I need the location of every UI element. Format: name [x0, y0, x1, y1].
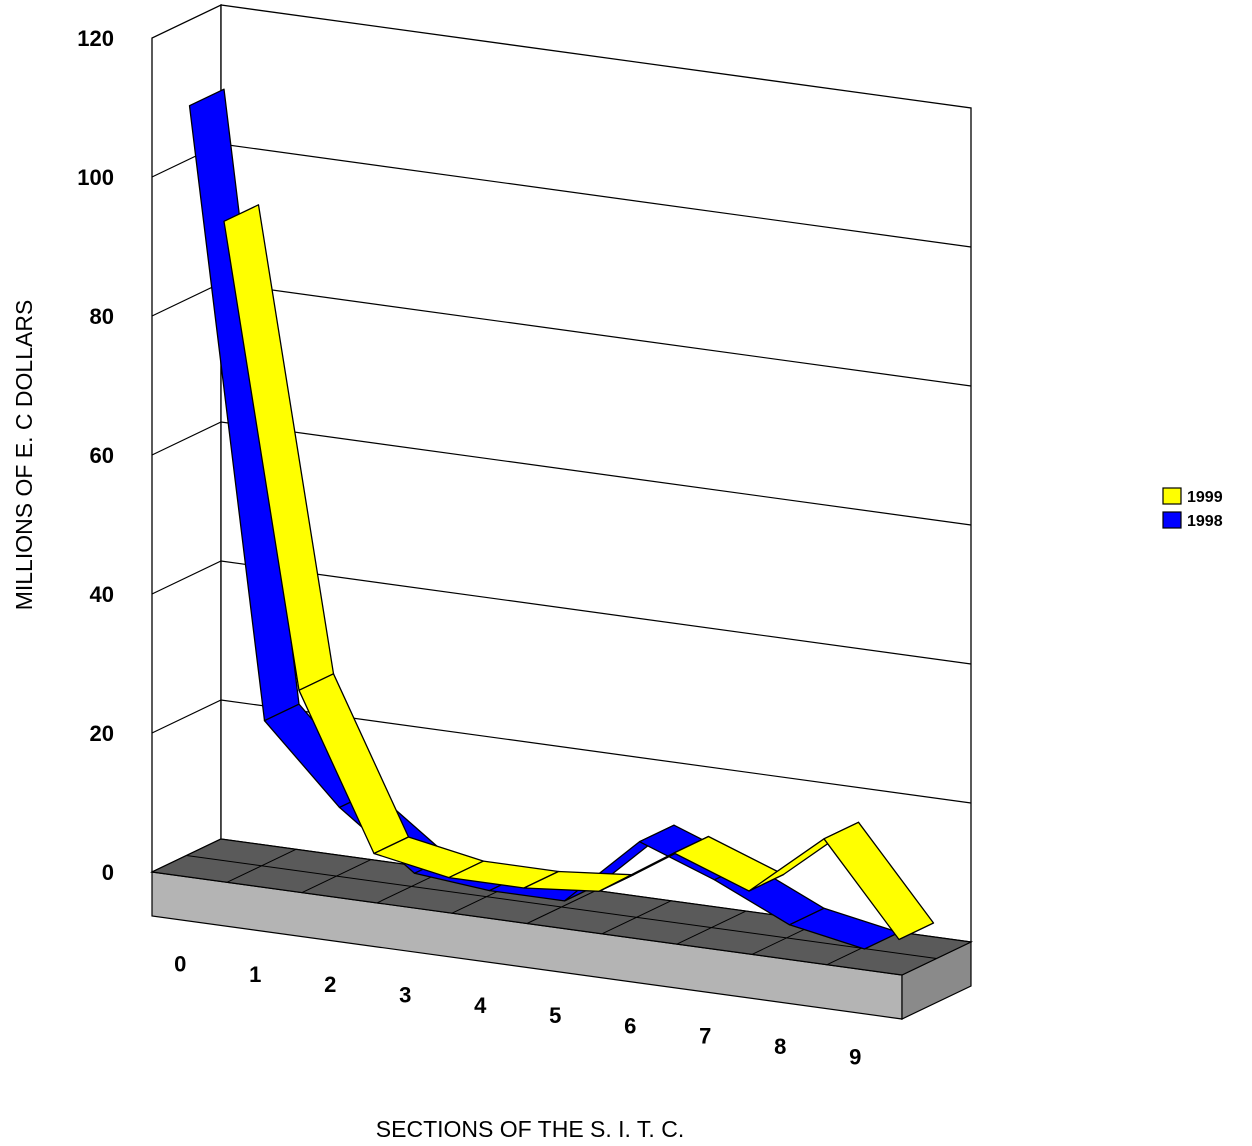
x-tick-label: 5	[549, 1003, 561, 1028]
x-axis-title: SECTIONS OF THE S. I. T. C.	[376, 1116, 684, 1142]
legend-swatch	[1162, 487, 1182, 505]
legend-label: 1999	[1187, 489, 1223, 506]
x-tick-label: 8	[774, 1034, 786, 1059]
x-tick-label: 7	[699, 1024, 711, 1049]
x-tick-label: 0	[174, 952, 186, 977]
y-tick-label: 100	[77, 165, 114, 190]
legend-label: 1998	[1187, 513, 1223, 530]
x-tick-label: 3	[399, 983, 411, 1008]
x-tick-labels: 0 1 2 3 4 5 6 7 8 9	[174, 952, 861, 1070]
y-axis-title: MILLIONS OF E. C DOLLARS	[11, 300, 37, 611]
gridline	[151, 560, 972, 665]
gridline	[151, 699, 972, 804]
y-tick-label: 40	[90, 582, 114, 607]
chart-ribbons	[188, 88, 935, 950]
x-tick-label: 9	[849, 1044, 861, 1069]
x-tick-label: 4	[474, 993, 487, 1018]
y-tick-label: 20	[90, 721, 114, 746]
y-tick-label: 120	[77, 26, 114, 51]
floor-grid	[186, 855, 937, 959]
y-tick-label: 60	[90, 443, 114, 468]
gridline	[151, 421, 972, 526]
ribbon-segment	[823, 821, 935, 941]
x-tick-label: 6	[624, 1013, 636, 1038]
chart-floor	[149, 838, 974, 1020]
y-tick-labels: 0 20 40 60 80 100 120	[77, 26, 114, 885]
y-tick-label: 0	[102, 860, 114, 885]
series-1999	[223, 204, 935, 941]
legend: 1999 1998	[1162, 487, 1223, 530]
legend-swatch	[1162, 511, 1182, 529]
x-tick-label: 2	[324, 972, 336, 997]
y-tick-label: 80	[90, 304, 114, 329]
x-tick-label: 1	[249, 962, 261, 987]
